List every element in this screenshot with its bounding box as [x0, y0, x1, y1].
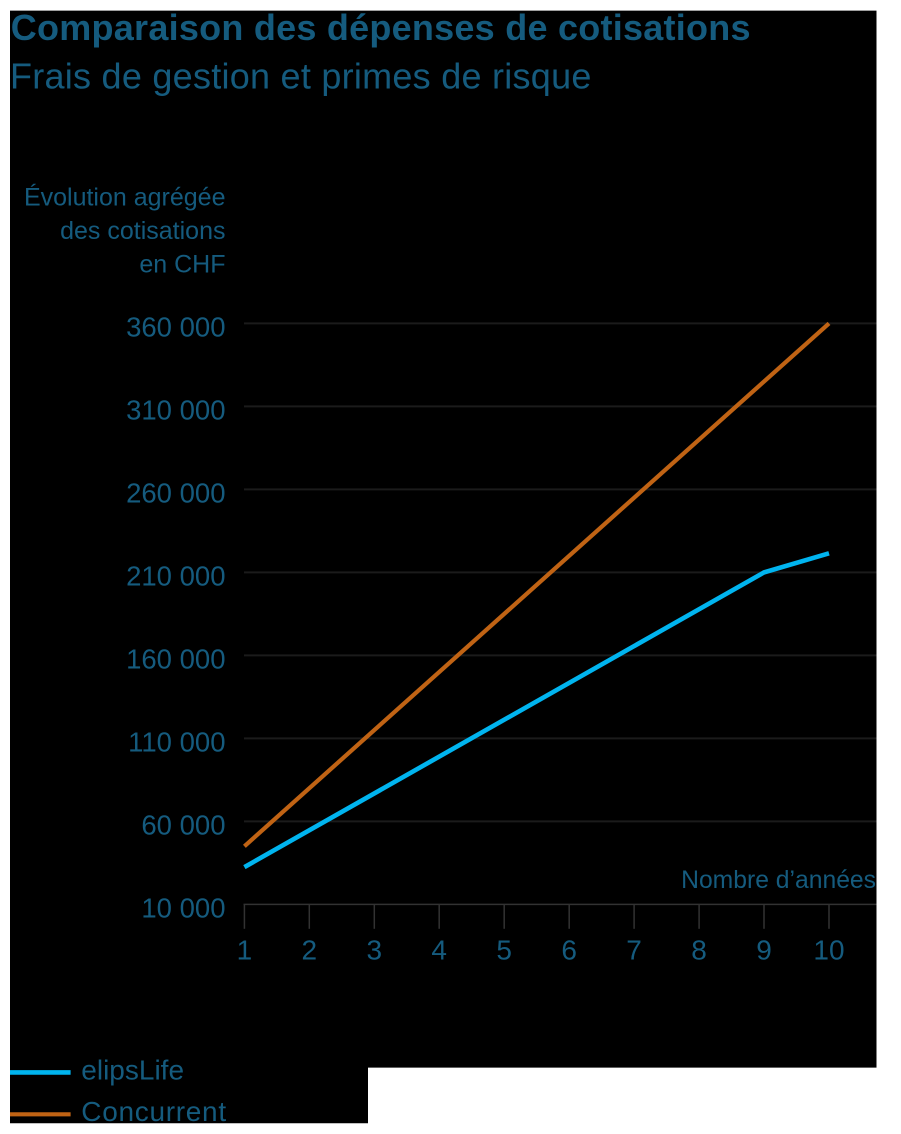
- svg-text:260 000: 260 000: [126, 478, 225, 509]
- svg-text:110 000: 110 000: [128, 727, 225, 758]
- svg-text:elipsLife: elipsLife: [81, 1055, 184, 1086]
- svg-text:Comparaison des dépenses de co: Comparaison des dépenses de cotisations: [11, 7, 751, 48]
- svg-text:Nombre d’années: Nombre d’années: [681, 867, 876, 894]
- svg-text:3: 3: [367, 934, 383, 965]
- svg-text:des cotisations: des cotisations: [60, 217, 225, 245]
- svg-text:6: 6: [561, 934, 577, 965]
- svg-text:1: 1: [237, 934, 253, 965]
- svg-text:160 000: 160 000: [126, 644, 225, 675]
- svg-text:310 000: 310 000: [126, 395, 225, 426]
- svg-text:4: 4: [431, 934, 447, 965]
- svg-text:10: 10: [813, 934, 844, 965]
- svg-text:9: 9: [756, 934, 772, 965]
- svg-text:7: 7: [626, 934, 642, 965]
- svg-text:en CHF: en CHF: [139, 251, 225, 279]
- svg-text:Évolution agrégée: Évolution agrégée: [24, 183, 226, 212]
- svg-text:360 000: 360 000: [126, 312, 225, 343]
- svg-text:Frais de gestion et primes de: Frais de gestion et primes de risque: [10, 56, 592, 97]
- svg-text:10 000: 10 000: [141, 893, 225, 924]
- svg-text:8: 8: [691, 934, 707, 965]
- svg-text:2: 2: [302, 934, 318, 965]
- svg-text:Concurrent: Concurrent: [81, 1096, 227, 1127]
- svg-text:5: 5: [496, 934, 512, 965]
- svg-text:210 000: 210 000: [126, 561, 225, 592]
- svg-text:60 000: 60 000: [141, 810, 225, 841]
